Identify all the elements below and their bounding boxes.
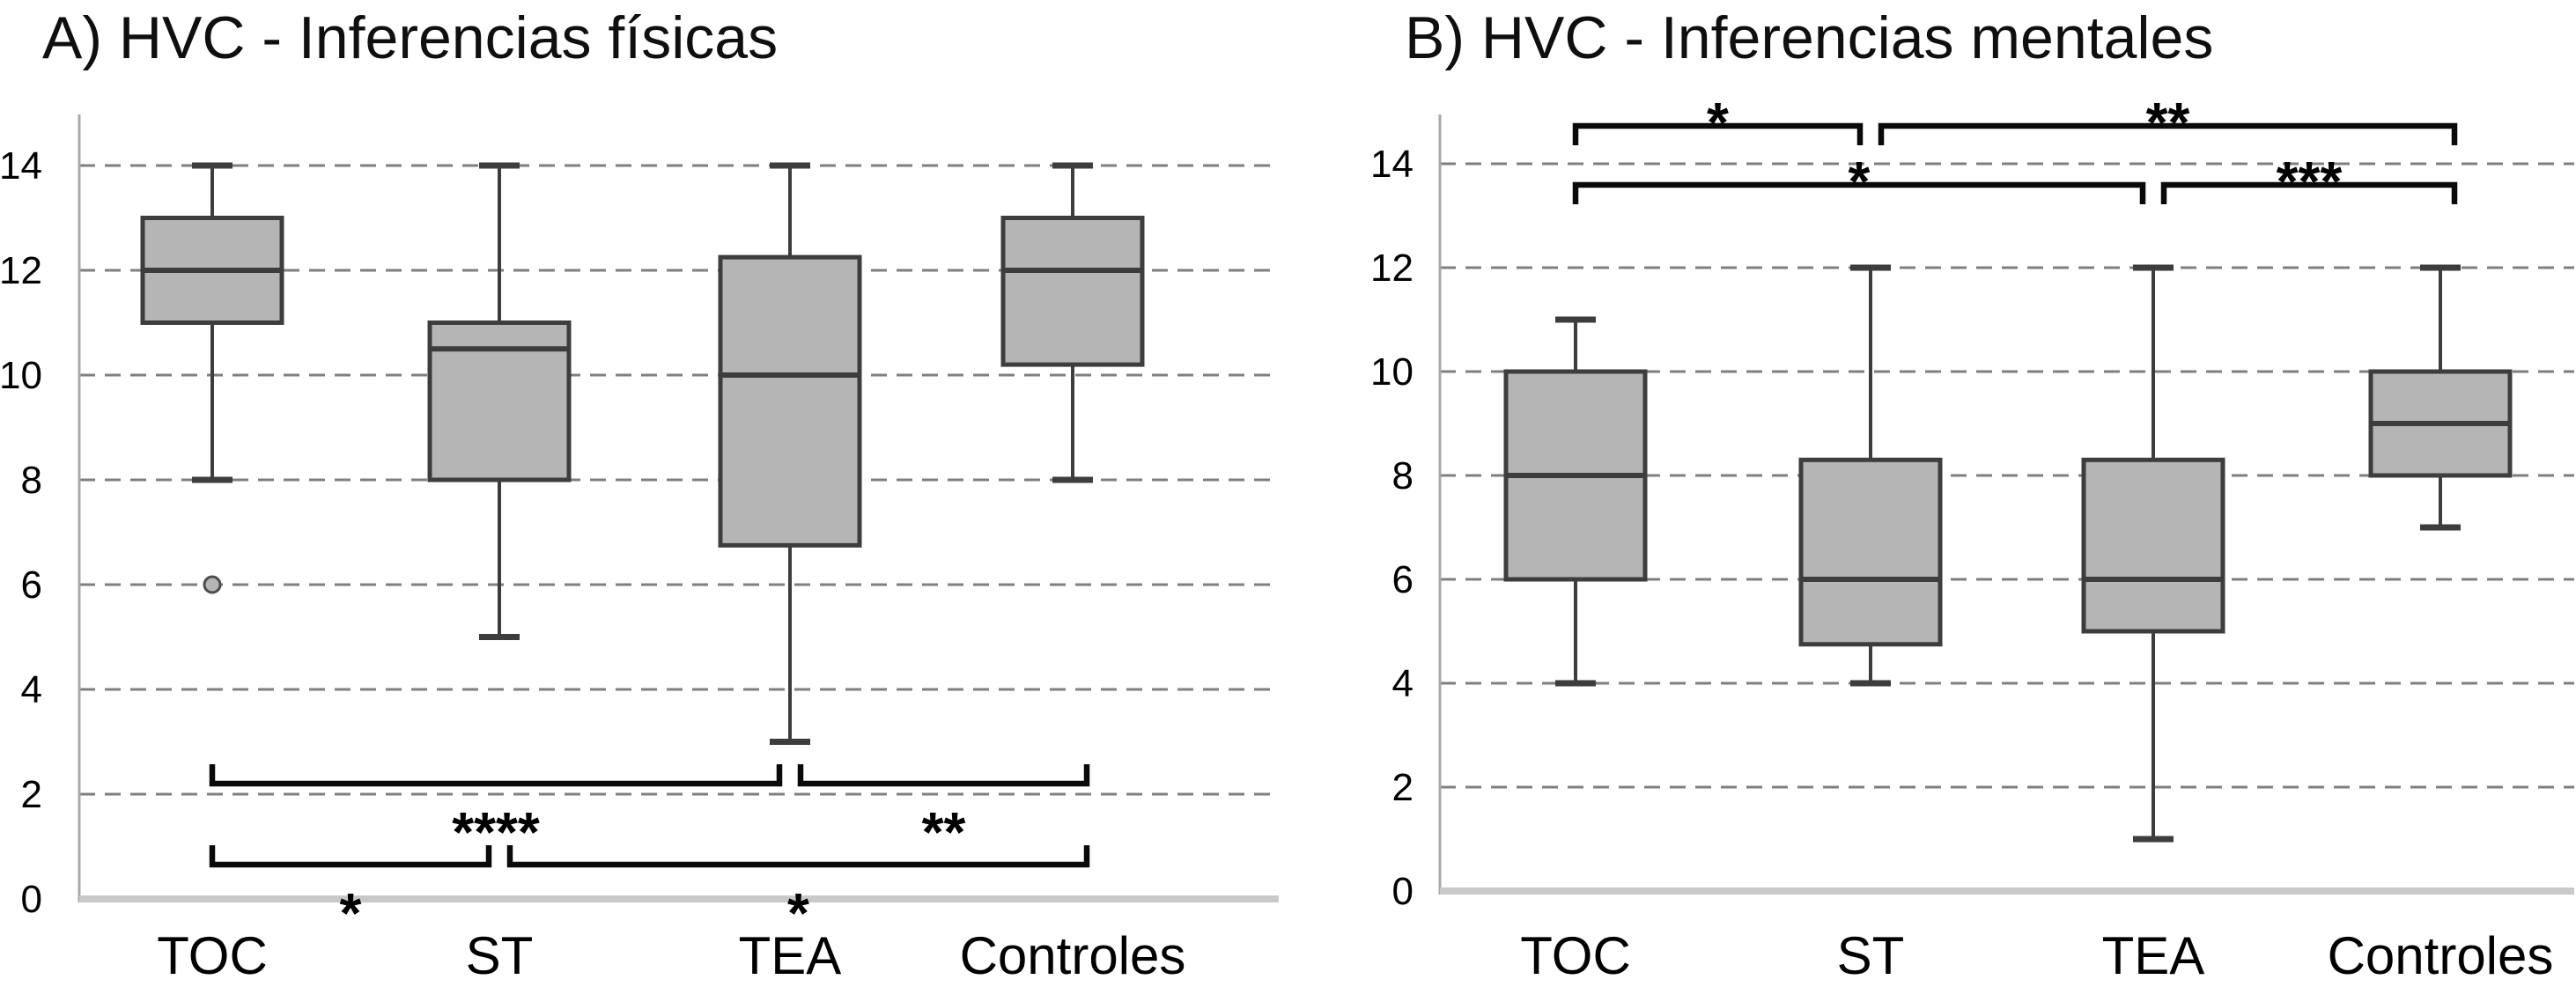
panel-b: B) HVC - Inferencias mentales 0 2 4 6 8 10 12 1… [1288,0,2576,987]
sig-label: * [1707,91,1729,154]
y-tick-label: 6 [1392,558,1413,601]
sig-bracket [2160,181,2458,204]
sig-label: * [787,881,809,945]
y-tick-label: 4 [21,668,42,711]
outlier-point [203,575,222,594]
panel-a-title: A) HVC - Inferencias físicas [42,4,779,71]
category-label: TOC [157,926,268,985]
category-label: TOC [1520,926,1631,985]
category-label: ST [1837,926,1905,985]
category-label: TEA [739,926,842,985]
sig-label: **** [452,800,540,864]
panel-b-title: B) HVC - Inferencias mentales [1405,4,2214,71]
category-label: Controles [960,926,1186,985]
sig-bracket [797,764,1090,787]
iqr-box [718,254,862,548]
y-tick-label: 0 [1392,870,1413,913]
sig-bracket [1572,181,2146,204]
sig-label: * [1849,150,1871,213]
iqr-box [1798,457,1943,647]
y-tick-label: 12 [0,249,42,292]
category-label: TEA [2102,926,2205,985]
y-tick-label: 6 [21,563,42,607]
y-tick-label: 4 [1392,662,1413,705]
y-tick-label: 8 [21,459,42,502]
sig-bracket [209,845,492,868]
category-label: ST [466,926,534,985]
y-tick-label: 2 [1392,766,1413,809]
iqr-box [1000,216,1145,367]
iqr-box [2081,457,2225,634]
y-tick-label: 14 [0,144,42,188]
y-tick-label: 14 [1370,143,1413,186]
panel-a: A) HVC - Inferencias físicas 0 2 4 6 8 10 12 14… [0,4,1279,985]
y-tick-label: 10 [0,354,42,397]
y-tick-label: 2 [21,773,42,816]
sig-label: *** [2277,150,2343,213]
y-tick-label: 10 [1370,350,1413,394]
category-label: Controles [2328,926,2554,985]
sig-label: * [340,881,362,945]
sig-bracket [1878,122,2458,145]
sig-label: ** [2146,91,2190,154]
y-tick-label: 8 [1392,454,1413,497]
sig-bracket [506,845,1090,868]
sig-bracket [1572,122,1864,145]
y-tick-label: 12 [1370,247,1413,290]
sig-label: ** [922,800,966,864]
sig-bracket [209,764,783,787]
y-tick-label: 0 [21,878,42,921]
